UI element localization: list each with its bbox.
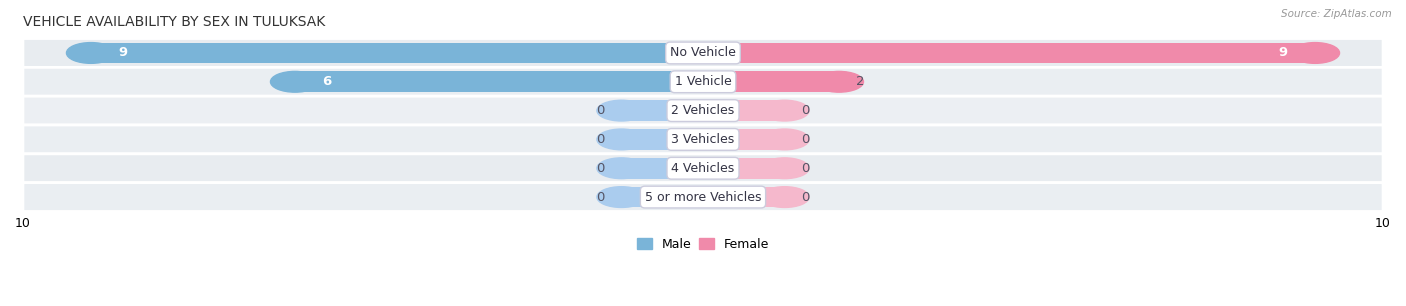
Bar bbox=[621, 129, 703, 150]
Text: 2 Vehicles: 2 Vehicles bbox=[672, 104, 734, 117]
Text: 2: 2 bbox=[856, 75, 865, 88]
FancyBboxPatch shape bbox=[22, 39, 1384, 67]
Text: 9: 9 bbox=[118, 47, 128, 59]
Bar bbox=[621, 100, 703, 121]
FancyBboxPatch shape bbox=[22, 154, 1384, 183]
Circle shape bbox=[761, 187, 808, 207]
Text: 0: 0 bbox=[596, 162, 605, 175]
Circle shape bbox=[761, 129, 808, 150]
Text: 6: 6 bbox=[322, 75, 332, 88]
Text: 0: 0 bbox=[596, 133, 605, 146]
Legend: Male, Female: Male, Female bbox=[631, 233, 775, 256]
Bar bbox=[621, 158, 703, 179]
Circle shape bbox=[814, 71, 863, 92]
Bar bbox=[621, 187, 703, 207]
Circle shape bbox=[1291, 43, 1340, 63]
FancyBboxPatch shape bbox=[22, 183, 1384, 211]
Bar bbox=[703, 43, 1315, 63]
Bar bbox=[703, 129, 785, 150]
Circle shape bbox=[598, 129, 645, 150]
Bar bbox=[703, 158, 785, 179]
Text: Source: ZipAtlas.com: Source: ZipAtlas.com bbox=[1281, 9, 1392, 19]
Text: 1 Vehicle: 1 Vehicle bbox=[675, 75, 731, 88]
FancyBboxPatch shape bbox=[22, 125, 1384, 154]
Text: 0: 0 bbox=[801, 162, 810, 175]
Circle shape bbox=[761, 100, 808, 121]
Bar bbox=[703, 187, 785, 207]
Text: 4 Vehicles: 4 Vehicles bbox=[672, 162, 734, 175]
Bar bbox=[295, 71, 703, 92]
Circle shape bbox=[598, 187, 645, 207]
Circle shape bbox=[598, 158, 645, 179]
Text: 0: 0 bbox=[801, 104, 810, 117]
Bar bbox=[703, 71, 839, 92]
Circle shape bbox=[66, 43, 115, 63]
Text: 5 or more Vehicles: 5 or more Vehicles bbox=[645, 191, 761, 203]
Text: 0: 0 bbox=[596, 191, 605, 203]
FancyBboxPatch shape bbox=[22, 67, 1384, 96]
Text: 3 Vehicles: 3 Vehicles bbox=[672, 133, 734, 146]
FancyBboxPatch shape bbox=[22, 96, 1384, 125]
Bar bbox=[703, 100, 785, 121]
Text: 0: 0 bbox=[596, 104, 605, 117]
Text: No Vehicle: No Vehicle bbox=[671, 47, 735, 59]
Text: VEHICLE AVAILABILITY BY SEX IN TULUKSAK: VEHICLE AVAILABILITY BY SEX IN TULUKSAK bbox=[22, 15, 325, 29]
Circle shape bbox=[270, 71, 319, 92]
Text: 9: 9 bbox=[1278, 47, 1288, 59]
Text: 0: 0 bbox=[801, 191, 810, 203]
Text: 0: 0 bbox=[801, 133, 810, 146]
Circle shape bbox=[598, 100, 645, 121]
Circle shape bbox=[761, 158, 808, 179]
Bar bbox=[91, 43, 703, 63]
